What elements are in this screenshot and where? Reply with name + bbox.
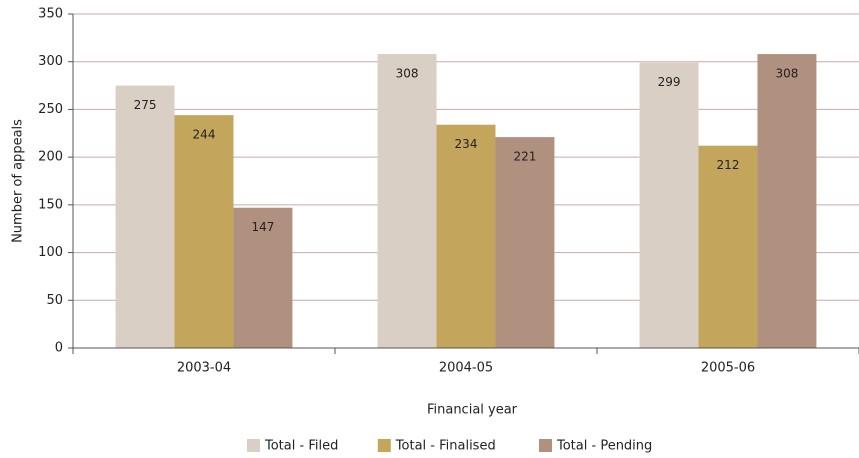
bar: [233, 207, 293, 348]
value-label: 299: [658, 75, 681, 89]
bar: [757, 54, 817, 349]
x-tick-label: 2004-05: [439, 361, 493, 376]
legend-label: Total - Pending: [556, 439, 652, 454]
value-label: 147: [251, 220, 274, 234]
y-tick-label: 250: [38, 102, 63, 117]
bar: [698, 145, 758, 348]
y-tick-label: 200: [38, 150, 63, 165]
y-tick-label: 350: [38, 7, 63, 22]
legend-label: Total - Filed: [264, 439, 338, 454]
y-tick-label: 150: [38, 197, 63, 212]
value-label: 308: [775, 67, 798, 81]
x-tick-label: 2005-06: [701, 361, 755, 376]
legend-swatch: [247, 439, 260, 452]
bar: [495, 137, 555, 348]
legend-swatch: [539, 439, 552, 452]
x-tick-label: 2003-04: [177, 361, 231, 376]
value-label: 244: [193, 128, 216, 142]
value-label: 234: [455, 137, 478, 151]
bar: [639, 62, 699, 348]
bar: [174, 115, 234, 348]
y-tick-label: 100: [38, 245, 63, 260]
bar: [115, 85, 175, 349]
y-tick-label: 300: [38, 54, 63, 69]
legend-label: Total - Finalised: [395, 439, 496, 454]
value-label: 221: [513, 150, 536, 164]
y-tick-label: 50: [46, 293, 63, 308]
value-label: 308: [396, 67, 419, 81]
x-axis-label: Financial year: [427, 403, 518, 418]
y-tick-label: 0: [55, 341, 63, 356]
value-label: 212: [717, 158, 740, 172]
legend-swatch: [377, 439, 391, 452]
value-label: 275: [134, 98, 157, 112]
y-axis-label: Number of appeals: [11, 119, 26, 243]
bar: [436, 124, 496, 348]
bar: [377, 54, 437, 349]
